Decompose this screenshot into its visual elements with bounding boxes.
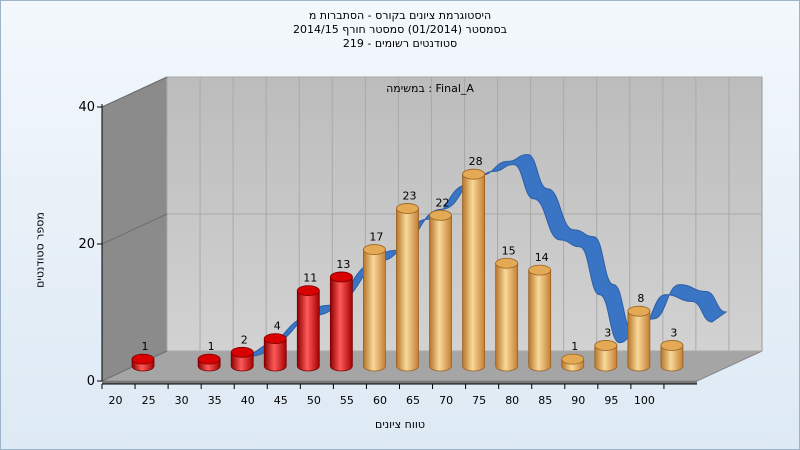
- bar-top: [131, 353, 155, 365]
- x-tick-label: 60: [373, 394, 387, 407]
- bar-value-label: 2: [241, 333, 248, 346]
- bar-90: 3: [594, 326, 618, 372]
- bar-top: [495, 257, 519, 269]
- bar-value-label: 3: [604, 326, 611, 339]
- bar-top: [660, 340, 684, 351]
- bar-value-label: 1: [208, 340, 215, 353]
- bar-65: 22: [429, 196, 452, 372]
- x-tick-label: 85: [538, 394, 552, 407]
- bar-top: [329, 271, 353, 283]
- bar-body: [263, 338, 287, 372]
- bar-value-label: 1: [142, 340, 149, 353]
- bar-top: [462, 168, 485, 180]
- bar-body: [396, 208, 419, 372]
- bar-value-label: 1: [571, 340, 578, 353]
- chart-annotation: במשימה : Final_A: [386, 82, 474, 95]
- x-tick-label: 90: [571, 394, 585, 407]
- bar-body: [627, 310, 651, 372]
- bar-value-label: 3: [670, 326, 677, 339]
- bar-top: [263, 333, 287, 345]
- y-tick-label: 20: [78, 237, 95, 252]
- bar-top: [363, 244, 386, 255]
- bar-value-label: 17: [369, 231, 383, 244]
- bar-35: 2: [230, 333, 254, 372]
- y-tick-label: 40: [78, 100, 95, 115]
- x-tick-label: 35: [208, 394, 222, 407]
- bar-70: 28: [462, 155, 485, 372]
- bar-value-label: 28: [469, 155, 483, 168]
- bar-body: [495, 262, 519, 372]
- bar-top: [594, 340, 618, 351]
- bar-100: 3: [660, 326, 684, 372]
- bar-body: [660, 345, 684, 372]
- bar-body: [462, 173, 485, 372]
- bar-body: [329, 276, 353, 372]
- bar-value-label: 15: [502, 244, 516, 257]
- x-tick-label: 20: [109, 394, 123, 407]
- bar-body: [296, 290, 320, 372]
- bar-value-label: 4: [274, 320, 281, 333]
- bar-top: [627, 305, 651, 317]
- bar-top: [230, 346, 254, 358]
- chart-title-line-1: היסטוגרמת ציונים בקורס - הסתברות מ: [308, 9, 492, 22]
- grid-line-side: [101, 76, 168, 108]
- grid-line-side: [101, 213, 168, 245]
- x-tick-label: 55: [340, 394, 354, 407]
- bar-top: [197, 353, 221, 365]
- bar-30: 1: [197, 340, 221, 372]
- x-axis-title: טווח ציונים: [375, 418, 425, 431]
- bar-top: [429, 209, 452, 221]
- x-tick-label: 75: [472, 394, 486, 407]
- x-tick-label: 30: [175, 394, 189, 407]
- bar-body: [528, 269, 552, 372]
- bar-value-label: 22: [436, 196, 450, 209]
- x-tick-label: 70: [439, 394, 453, 407]
- bar-20: 1: [131, 340, 155, 372]
- bar-top: [296, 285, 320, 297]
- chart-title-line-2: בסמסטר (01/2014) סמסטר חורף 2014/15: [293, 23, 507, 36]
- bar-50: 13: [329, 258, 353, 372]
- bar-value-label: 13: [336, 258, 350, 271]
- x-tick-label: 50: [307, 394, 321, 407]
- x-tick-label: 25: [142, 394, 156, 407]
- bar-top: [528, 264, 552, 276]
- bar-55: 17: [363, 231, 386, 372]
- chart-title-line-3: סטודנטים רשומים - 219: [342, 37, 458, 50]
- floor-edge: [102, 381, 697, 384]
- y-tick-label: 0: [87, 374, 95, 389]
- bar-85: 1: [561, 340, 585, 372]
- bar-top: [396, 203, 419, 214]
- x-tick-label: 95: [604, 394, 618, 407]
- bar-80: 14: [528, 251, 552, 372]
- bar-body: [594, 345, 618, 372]
- x-tick-label: 40: [241, 394, 255, 407]
- bar-body: [429, 214, 452, 372]
- bar-value-label: 23: [402, 189, 416, 202]
- bar-60: 23: [396, 189, 419, 372]
- x-tick-label: 80: [505, 394, 519, 407]
- bar-value-label: 11: [303, 272, 317, 285]
- bar-body: [363, 249, 386, 372]
- x-tick-label: 45: [274, 394, 288, 407]
- bar-value-label: 14: [535, 251, 549, 264]
- x-tick-label: 65: [406, 394, 420, 407]
- bar-95: 8: [627, 292, 651, 372]
- bar-45: 11: [296, 272, 320, 372]
- bar-40: 4: [263, 320, 287, 372]
- bar-75: 15: [495, 244, 519, 372]
- bar-value-label: 8: [637, 292, 644, 305]
- x-tick-label: 100: [634, 394, 655, 407]
- bar-top: [561, 353, 585, 365]
